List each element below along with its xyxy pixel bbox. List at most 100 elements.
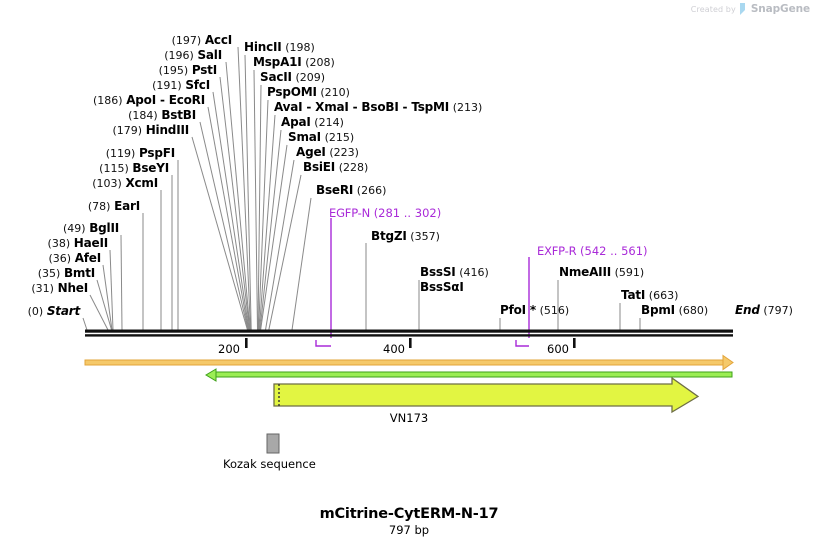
enzyme-name: PfoI * xyxy=(500,303,536,317)
enzyme-name: AccI xyxy=(204,33,232,47)
enzyme-name: BsiEI xyxy=(303,160,336,174)
enzyme-label-bsssai[interactable]: BssSαI xyxy=(420,281,464,293)
enzyme-label-mspa1i[interactable]: MspA1I (208) xyxy=(253,56,335,69)
enzyme-label-start[interactable]: (0) Start xyxy=(0,305,81,318)
enzyme-name: MspA1I xyxy=(253,55,302,69)
enzyme-label-btgzi[interactable]: BtgZI (357) xyxy=(371,230,440,243)
leader-lines-left xyxy=(82,46,251,331)
enzyme-label-sacii[interactable]: SacII (209) xyxy=(260,71,325,84)
enzyme-label-bsssi[interactable]: BssSI (416) xyxy=(420,266,489,279)
enzyme-position: (213) xyxy=(452,101,483,114)
enzyme-position: (797) xyxy=(763,304,793,317)
enzyme-name: AfeI xyxy=(74,251,102,265)
kozak-sequence-box xyxy=(266,433,280,454)
enzyme-name: TatI xyxy=(621,288,646,302)
feature-leader-lines xyxy=(315,218,530,347)
feature-label-egfp-n[interactable]: EGFP-N (281 .. 302) xyxy=(329,207,441,219)
ruler-ticks xyxy=(245,338,576,348)
enzyme-label-acci[interactable]: (197) AccI xyxy=(0,33,233,47)
enzyme-name: HaeII xyxy=(73,236,108,250)
feature-name: EXFP-R xyxy=(537,244,577,258)
enzyme-position: (49) xyxy=(62,222,86,235)
enzyme-label-psti[interactable]: (195) PstI xyxy=(0,64,218,77)
ruler-tick-label-200: 200 xyxy=(218,342,240,356)
enzyme-label-agei[interactable]: AgeI (223) xyxy=(296,146,359,159)
enzyme-label-avai-xmai-bsobi-tspmi[interactable]: AvaI - XmaI - BsoBI - TspMI (213) xyxy=(274,101,482,114)
enzyme-label-bpmi[interactable]: BpmI (680) xyxy=(641,304,708,317)
enzyme-label-sali[interactable]: (196) SalI xyxy=(0,49,222,62)
enzyme-label-afei[interactable]: (36) AfeI xyxy=(0,252,101,265)
enzyme-label-haeii[interactable]: (38) HaeII xyxy=(0,236,109,250)
enzyme-position: (191) xyxy=(152,79,182,92)
enzyme-position: (186) xyxy=(92,94,123,107)
sequence-ruler xyxy=(85,329,733,337)
enzyme-label-nhei[interactable]: (31) NheI xyxy=(0,282,88,295)
enzyme-name: ApaI xyxy=(281,115,311,129)
watermark-created-by-text: Created by xyxy=(690,4,736,14)
enzyme-position: (38) xyxy=(47,237,71,250)
enzyme-label-apoi-ecori[interactable]: (186) ApoI - EcoRI xyxy=(0,94,205,107)
enzyme-label-bseyi[interactable]: (115) BseYI xyxy=(0,162,169,175)
snapgene-watermark: Created by SnapGene xyxy=(691,3,810,15)
kozak-sequence-label[interactable]: Kozak sequence xyxy=(223,457,316,471)
green-feature-arrow xyxy=(205,368,733,382)
enzyme-label-bsiei[interactable]: BsiEI (228) xyxy=(303,161,368,174)
enzyme-position: (266) xyxy=(356,184,387,197)
enzyme-name: AvaI - XmaI - BsoBI - TspMI xyxy=(274,100,450,114)
feature-label-exfp-r[interactable]: EXFP-R (542 .. 561) xyxy=(537,245,648,257)
enzyme-label-nmeaiii[interactable]: NmeAIII (591) xyxy=(559,266,644,279)
enzyme-position: (223) xyxy=(329,146,359,159)
enzyme-label-pspomi[interactable]: PspOMI (210) xyxy=(267,86,350,99)
enzyme-label-apai[interactable]: ApaI (214) xyxy=(281,116,344,129)
enzyme-position: (210) xyxy=(320,86,350,99)
enzyme-position: (103) xyxy=(92,177,122,190)
feature-position: (281 .. 302) xyxy=(373,206,442,220)
enzyme-name: BtgZI xyxy=(371,229,407,243)
vn173-feature-arrow xyxy=(273,376,700,414)
enzyme-label-eari[interactable]: (78) EarI xyxy=(0,200,140,213)
enzyme-label-bmti[interactable]: (35) BmtI xyxy=(0,267,96,280)
feature-position: (542 .. 561) xyxy=(580,244,648,258)
enzyme-position: (215) xyxy=(324,131,355,144)
enzyme-label-tati[interactable]: TatI (663) xyxy=(621,289,678,302)
vn173-feature-label[interactable]: VN173 xyxy=(389,411,429,425)
enzyme-label-pfoi[interactable]: PfoI * (516) xyxy=(500,304,569,317)
enzyme-label-hindiii[interactable]: (179) HindIII xyxy=(0,124,189,137)
enzyme-position: (208) xyxy=(305,56,335,69)
enzyme-name: BstBI xyxy=(161,108,196,122)
snapgene-leaf-icon xyxy=(739,3,745,15)
enzyme-label-smai[interactable]: SmaI (215) xyxy=(288,131,354,144)
enzyme-label-pspfi[interactable]: (119) PspFI xyxy=(0,147,175,160)
enzyme-name: BpmI xyxy=(641,303,675,317)
enzyme-name: SfcI xyxy=(185,78,210,92)
enzyme-name: SacII xyxy=(260,70,292,84)
enzyme-name: BssSI xyxy=(420,265,456,279)
enzyme-label-bglii[interactable]: (49) BglII xyxy=(0,222,119,235)
enzyme-label-xcmi[interactable]: (103) XcmI xyxy=(0,177,158,190)
enzyme-name: PspFI xyxy=(139,146,175,160)
enzyme-position: (36) xyxy=(48,252,72,265)
enzyme-position: (357) xyxy=(410,230,440,243)
enzyme-name: BseRI xyxy=(316,183,354,197)
enzyme-label-bseri[interactable]: BseRI (266) xyxy=(316,184,386,197)
enzyme-position: (115) xyxy=(99,162,129,175)
ruler-tick-label-400: 400 xyxy=(383,342,405,356)
enzyme-name: AgeI xyxy=(296,145,326,159)
enzyme-label-sfci[interactable]: (191) SfcI xyxy=(0,79,210,92)
enzyme-label-end[interactable]: End (797) xyxy=(735,304,793,317)
page-title: mCitrine-CytERM-N-17 xyxy=(319,506,499,522)
enzyme-position: (195) xyxy=(158,64,189,77)
enzyme-name: ApoI - EcoRI xyxy=(126,93,205,107)
enzyme-name: End xyxy=(735,303,760,317)
enzyme-position: (198) xyxy=(285,41,315,54)
ruler-tick-label-600: 600 xyxy=(547,342,569,356)
enzyme-label-bstbi[interactable]: (184) BstBI xyxy=(0,109,196,122)
enzyme-label-hincii[interactable]: HincII (198) xyxy=(244,41,315,54)
enzyme-name: SmaI xyxy=(288,130,321,144)
watermark-brand-text: SnapGene xyxy=(750,3,810,15)
enzyme-position: (35) xyxy=(37,267,61,280)
enzyme-name: HincII xyxy=(244,40,282,54)
enzyme-position: (416) xyxy=(459,266,489,279)
